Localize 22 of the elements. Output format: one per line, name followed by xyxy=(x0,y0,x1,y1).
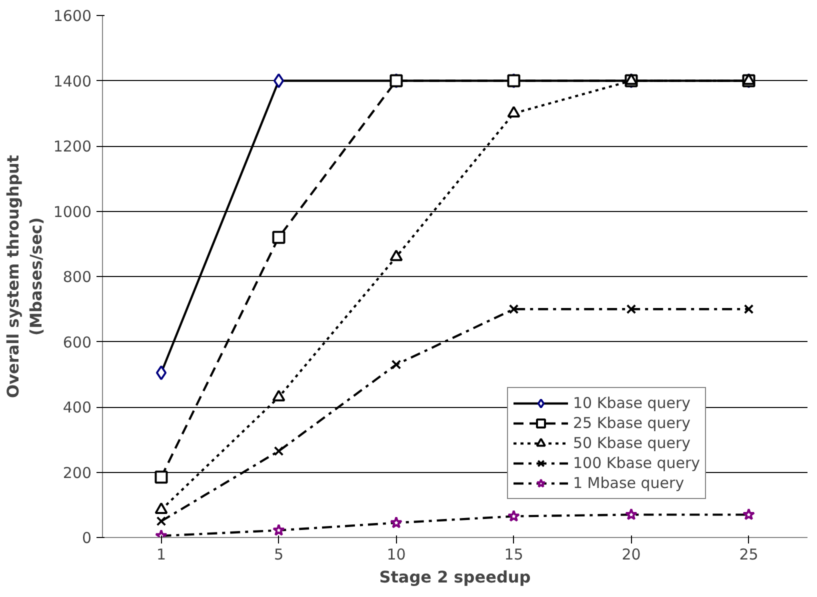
y-tick-label: 200 xyxy=(62,464,92,482)
y-tick-label: 1200 xyxy=(53,138,92,156)
x-tick-label: 15 xyxy=(504,546,524,564)
y-axis-title: Overall system throughput (Mbases/sec) xyxy=(4,154,46,398)
x-tick-label: 25 xyxy=(739,546,758,564)
y-tick-label: 1400 xyxy=(53,72,92,90)
y-tick-label: 800 xyxy=(62,268,92,286)
x-tick-label: 10 xyxy=(386,546,406,564)
legend-label: 25 Kbase query xyxy=(573,413,691,433)
y-tick-label: 1600 xyxy=(53,7,92,25)
legend-label: 50 Kbase query xyxy=(573,433,691,453)
legend-label: 100 Kbase query xyxy=(573,453,700,473)
y-tick-label: 1000 xyxy=(53,202,92,221)
y-tick-label: 600 xyxy=(62,333,92,352)
legend-label: 1 Mbase query xyxy=(573,473,684,493)
x-tick-label: 20 xyxy=(622,546,641,564)
legend-label: 10 Kbase query xyxy=(573,393,691,413)
x-tick-label: 1 xyxy=(156,546,166,564)
y-tick-label: 0 xyxy=(82,529,92,547)
x-axis-title: Stage 2 speedup xyxy=(379,568,531,586)
y-tick-label: 400 xyxy=(62,398,92,416)
x-tick-label: 5 xyxy=(274,546,284,564)
